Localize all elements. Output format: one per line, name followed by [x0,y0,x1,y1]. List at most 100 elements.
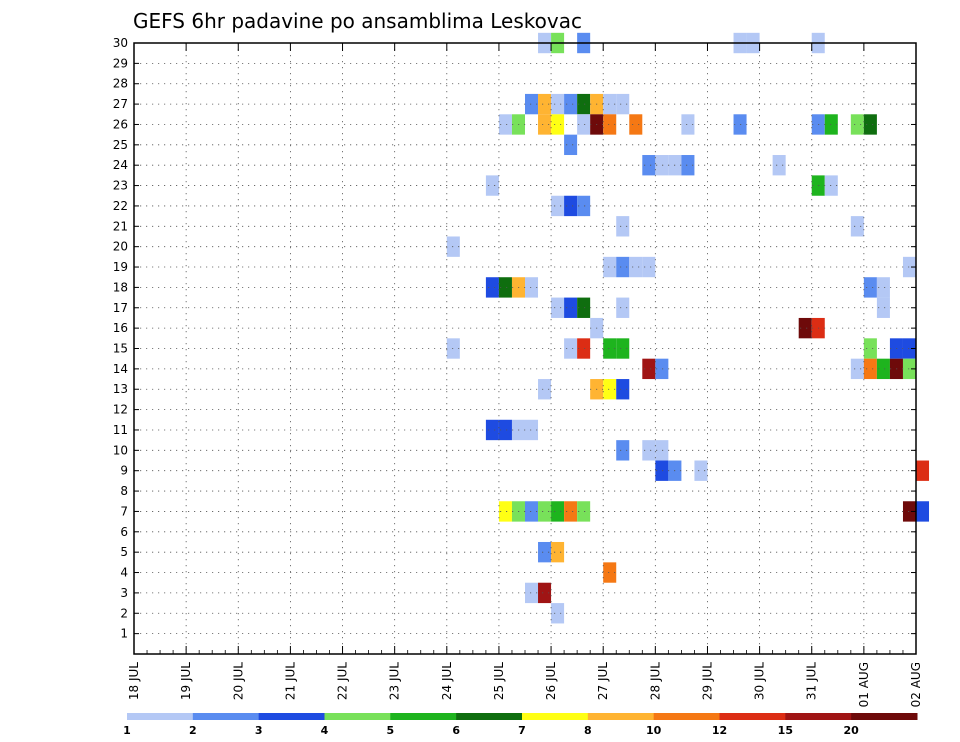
heatmap-cell [876,358,890,380]
heatmap-cell [498,114,512,135]
heatmap-cell [485,419,499,441]
chart-title: GEFS 6hr padavine po ansamblima Leskovac [133,9,582,33]
y-tick-label: 10 [113,443,128,457]
heatmap-cell [538,114,552,135]
heatmap-cell [902,358,916,380]
legend-swatch [851,713,918,720]
x-tick-label: 01 AUG [857,662,871,707]
x-tick-label: 02 AUG [909,662,923,707]
legend-label: 8 [584,724,592,737]
heatmap-cell [525,419,539,441]
legend-label: 3 [255,724,263,737]
legend-swatch [324,713,391,720]
heatmap-cell [577,338,591,359]
heatmap-cell [616,216,630,237]
heatmap-cell [642,256,656,278]
heatmap-cell [564,93,578,115]
legend-swatch [587,713,655,720]
x-tick-label: 30 JUL [753,662,767,700]
heatmap-cell [577,501,591,522]
y-tick-label: 29 [113,56,128,70]
legend-swatch [127,713,194,720]
heatmap-cell [525,582,539,604]
y-tick-label: 26 [113,117,128,131]
y-tick-label: 27 [113,97,128,111]
legend-label: 10 [646,724,662,737]
heatmap-cell [498,419,512,441]
y-tick-label: 2 [120,606,128,620]
heatmap-cell [538,379,552,400]
heatmap-cell [603,114,617,135]
y-tick-label: 9 [120,464,128,478]
heatmap-cell [655,358,669,380]
y-tick-label: 8 [120,484,128,498]
y-axis-ticks: 1234567891011121314151617181920212223242… [113,36,916,641]
legend-swatch [258,713,325,720]
x-tick-label: 21 JUL [283,662,297,700]
y-tick-label: 21 [113,219,128,233]
y-tick-label: 28 [113,77,128,91]
legend-label: 5 [387,724,395,737]
heatmap-cell [824,175,838,196]
heatmap-cell [916,501,930,522]
heatmap-cell [642,358,656,380]
heatmap-cell [655,440,669,461]
heatmap-cell [603,338,617,359]
heatmap-cell [863,358,877,380]
heatmap-cell [551,297,565,318]
heatmap-cell [850,114,864,135]
heatmap-cell [538,582,552,604]
y-tick-label: 12 [113,403,128,417]
heatmap-cell [863,277,877,298]
heatmap-cell [551,541,565,563]
legend-label: 4 [321,724,329,737]
x-tick-label: 29 JUL [700,662,714,700]
y-tick-label: 1 [120,627,128,641]
heatmap-cell [577,195,591,217]
heatmap-cell [824,114,838,135]
heatmap-cell [564,501,578,522]
y-tick-label: 17 [113,301,128,315]
heatmap-cell [863,114,877,135]
heatmap-cell [525,501,539,522]
heatmap-cell [577,114,591,135]
heatmap-cell [863,338,877,359]
heatmap-cell [603,256,617,278]
heatmap-cell [798,317,812,339]
color-legend: 1 2 3 4 5 6 7 8 10 12 15 20 [123,713,918,737]
y-tick-label: 11 [113,423,128,437]
x-tick-label: 22 JUL [336,662,350,700]
heatmap-cell [498,277,512,298]
heatmap-cell [485,175,499,196]
heatmap-cell [564,134,578,156]
heatmap-cell [525,93,539,115]
heatmap-cell [916,460,930,481]
heatmap-cell [446,338,460,359]
y-tick-label: 24 [113,158,128,172]
heatmap-cell [564,338,578,359]
legend-swatch [192,713,260,720]
y-tick-label: 25 [113,138,128,152]
heatmap-cell [538,93,552,115]
heatmap-cell [616,379,630,400]
y-tick-label: 16 [113,321,128,335]
heatmap-cell [616,93,630,115]
x-tick-label: 20 JUL [231,662,245,700]
heatmap-cell [876,297,890,318]
x-tick-label: 19 JUL [179,662,193,700]
heatmap-cell [902,501,916,522]
y-tick-label: 3 [120,586,128,600]
x-tick-label: 31 JUL [805,662,819,700]
legend-label: 12 [712,724,727,737]
heatmap-cell [681,114,695,135]
y-tick-label: 4 [120,566,128,580]
y-tick-label: 19 [113,260,128,274]
y-tick-label: 18 [113,280,128,294]
legend-swatch [785,713,852,720]
heatmap-cell [485,277,499,298]
x-tick-label: 18 JUL [127,662,141,700]
x-tick-label: 25 JUL [492,662,506,700]
y-tick-label: 23 [113,179,128,193]
heatmap-cell [629,114,643,135]
